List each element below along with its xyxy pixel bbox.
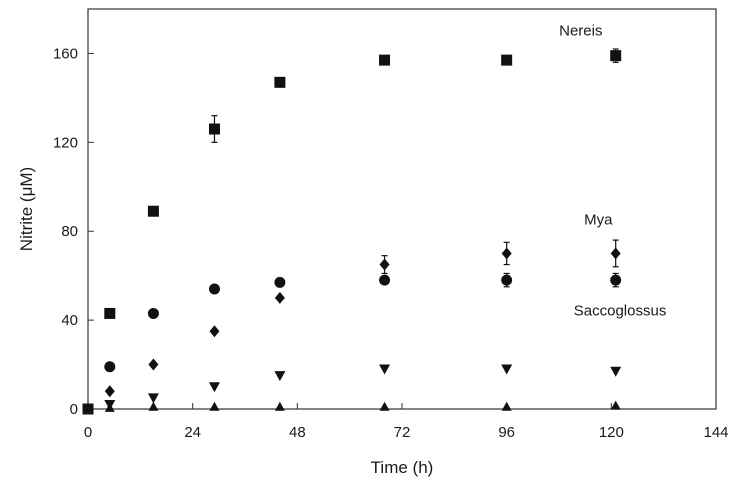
data-point-circle [208, 283, 220, 295]
x-tick-label: 48 [289, 424, 306, 441]
data-point-diamond [501, 247, 512, 260]
data-point-diamond [104, 385, 115, 398]
data-point-triangle-down [379, 364, 391, 375]
data-point-diamond [610, 247, 621, 260]
data-point-triangle-up [209, 401, 220, 411]
data-point-square [104, 307, 116, 319]
data-point-diamond [209, 325, 220, 338]
data-point-square [274, 76, 286, 88]
plot-frame [87, 8, 717, 410]
data-point-triangle-down [274, 371, 286, 382]
annotation-label: Nereis [559, 23, 602, 40]
y-axis: 0 40 80 120 160 [53, 45, 94, 418]
data-point-square [379, 54, 391, 66]
y-axis-title: Nitrite (μM) [17, 167, 36, 251]
data-point-triangle-down [208, 382, 220, 393]
y-tick-label: 120 [53, 134, 78, 151]
data-point-circle [501, 274, 513, 286]
data-marks [82, 48, 622, 415]
data-point-triangle-down [610, 366, 622, 377]
data-point-triangle-down [147, 393, 159, 404]
y-tick-label: 40 [61, 312, 78, 329]
data-point-circle [104, 361, 116, 373]
annotation-label: Mya [584, 212, 613, 229]
data-point-circle [147, 307, 159, 319]
data-point-square [208, 123, 220, 135]
data-point-square [610, 50, 622, 62]
data-point-triangle-up [274, 401, 285, 411]
data-point-circle [610, 274, 622, 286]
data-point-triangle-up [104, 402, 115, 412]
data-point-diamond [148, 358, 159, 371]
data-point-triangle-up [148, 401, 159, 411]
data-point-circle [379, 274, 391, 286]
y-tick-label: 160 [53, 45, 78, 62]
y-tick-label: 80 [61, 223, 78, 240]
data-point-square [82, 403, 94, 415]
data-point-triangle-up [379, 401, 390, 411]
data-point-circle [274, 276, 286, 288]
data-point-square [501, 54, 513, 66]
x-tick-label: 72 [394, 424, 411, 441]
data-point-triangle-up [501, 401, 512, 411]
data-point-square [147, 205, 159, 217]
x-tick-label: 24 [184, 424, 201, 441]
x-tick-label: 120 [599, 424, 624, 441]
x-tick-label: 96 [498, 424, 515, 441]
x-axis: 0 24 48 72 96 120 144 [84, 403, 729, 441]
data-point-triangle-down [501, 364, 513, 375]
x-axis-title: Time (h) [371, 458, 434, 477]
annotation-label: Saccoglossus [574, 303, 667, 320]
data-point-diamond [379, 258, 390, 271]
y-tick-label: 0 [70, 401, 78, 418]
x-tick-label: 0 [84, 424, 92, 441]
annotations: Nereis Mya Saccoglossus [559, 23, 666, 320]
data-point-triangle-up [610, 400, 621, 410]
x-tick-label: 144 [703, 424, 728, 441]
data-point-diamond [274, 291, 285, 304]
